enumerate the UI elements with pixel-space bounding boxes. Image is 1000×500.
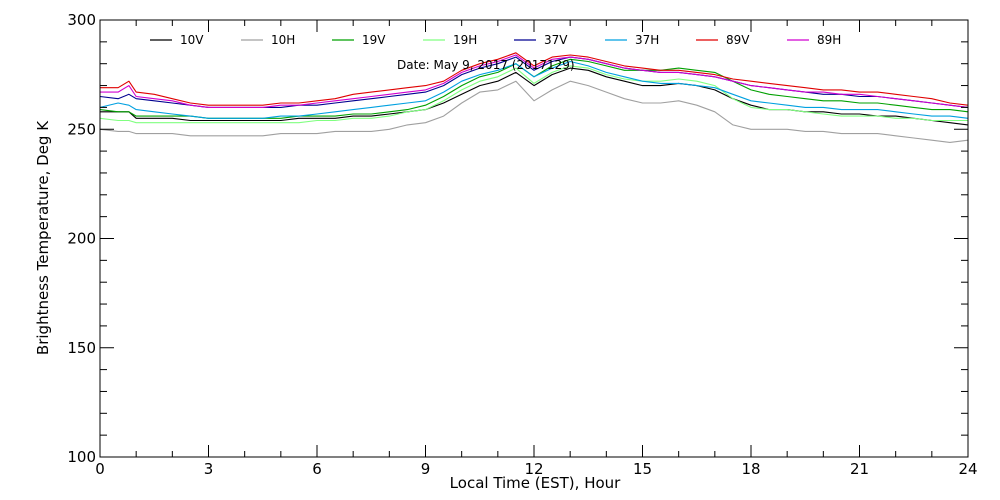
- date-annotation: Date: May 9, 2017 (2017129): [397, 58, 575, 72]
- series-line-37h: [99, 60, 969, 119]
- x-tick-label: 9: [421, 460, 431, 478]
- legend-label: 37V: [544, 33, 568, 47]
- legend-label: 89V: [726, 33, 750, 47]
- legend-item-37h: 37H: [605, 33, 659, 47]
- y-tick-label: 300: [67, 11, 96, 29]
- legend-item-89h: 89H: [787, 33, 841, 47]
- legend-item-10h: 10H: [241, 33, 295, 47]
- y-tick-label: 100: [67, 448, 96, 466]
- legend-label: 19V: [362, 33, 386, 47]
- series-line-19h: [99, 65, 968, 124]
- legend-item-19h: 19H: [423, 33, 477, 47]
- legend-label: 37H: [635, 33, 659, 47]
- axes-layer: 0 3 6 9 12 15 18 21 24 100 150 200 250 300: [67, 11, 977, 478]
- y-tick-label: 200: [67, 230, 96, 248]
- x-tick-label: 21: [850, 460, 869, 478]
- y-axis-title: Brightness Temperature, Deg K: [34, 120, 52, 355]
- series-line-10v: [100, 67, 969, 126]
- legend-label: 89H: [817, 33, 841, 47]
- legend-item-10v: 10V: [150, 33, 204, 47]
- series-line-10h: [99, 80, 969, 143]
- y-tick-label: 250: [67, 120, 96, 138]
- legend-label: 10V: [180, 33, 204, 47]
- series-layer: [99, 52, 969, 143]
- x-axis-title: Local Time (EST), Hour: [450, 474, 621, 492]
- x-tick-label: 3: [204, 460, 214, 478]
- x-tick-label: 15: [633, 460, 652, 478]
- legend-label: 19H: [453, 33, 477, 47]
- x-tick-label: 6: [312, 460, 322, 478]
- x-tick-label: 0: [95, 460, 105, 478]
- legend-item-37v: 37V: [514, 33, 568, 47]
- series-line-89h: [100, 54, 969, 108]
- legend-item-89v: 89V: [696, 33, 750, 47]
- legend-label: 10H: [271, 33, 295, 47]
- y-tick-label: 150: [67, 339, 96, 357]
- legend-item-19v: 19V: [332, 33, 386, 47]
- series-line-89v: [100, 52, 969, 106]
- x-tick-label: 24: [958, 460, 977, 478]
- x-tick-label: 12: [524, 460, 543, 478]
- x-tick-label: 18: [741, 460, 760, 478]
- legend: 10V 10H 19V 19H 37V 37H 89V 89H: [150, 33, 841, 47]
